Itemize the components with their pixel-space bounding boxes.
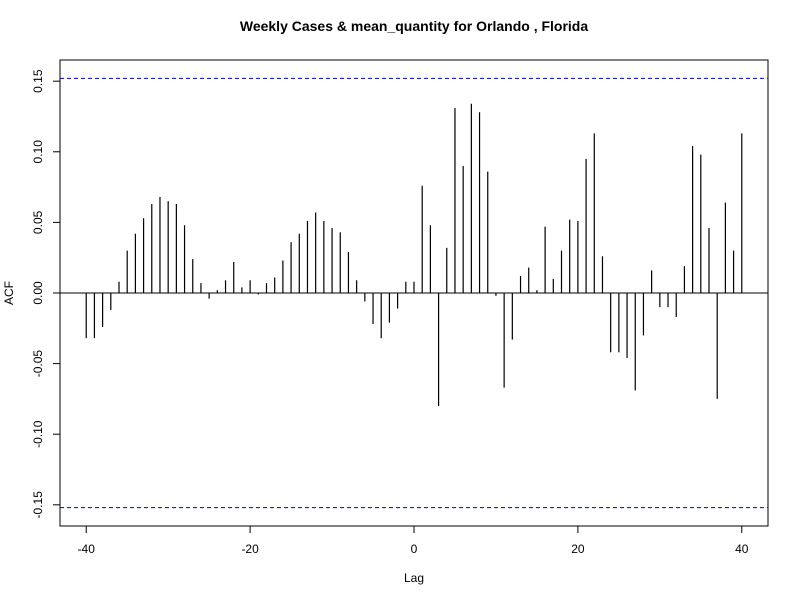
y-tick-label: 0.00	[31, 281, 45, 305]
x-tick-label: -20	[241, 542, 259, 556]
y-tick-label: -0.05	[31, 350, 45, 378]
y-tick-label: -0.10	[31, 420, 45, 448]
y-tick-label: 0.15	[31, 69, 45, 93]
x-axis-label: Lag	[404, 571, 424, 585]
y-axis-label: ACF	[2, 281, 16, 305]
y-axis: -0.15 -0.10 -0.05 0.00 0.05 0.10 0.15	[31, 69, 61, 519]
x-tick-label: 20	[571, 542, 585, 556]
x-tick-label: -40	[78, 542, 96, 556]
x-tick-label: 0	[411, 542, 418, 556]
y-tick-label: -0.15	[31, 491, 45, 519]
y-tick-label: 0.05	[31, 210, 45, 234]
x-axis: -40 -20 0 20 40	[78, 525, 749, 556]
x-tick-label: 40	[735, 542, 749, 556]
acf-bars	[85, 103, 743, 406]
y-tick-label: 0.10	[31, 140, 45, 164]
chart-title: Weekly Cases & mean_quantity for Orlando…	[240, 18, 588, 34]
